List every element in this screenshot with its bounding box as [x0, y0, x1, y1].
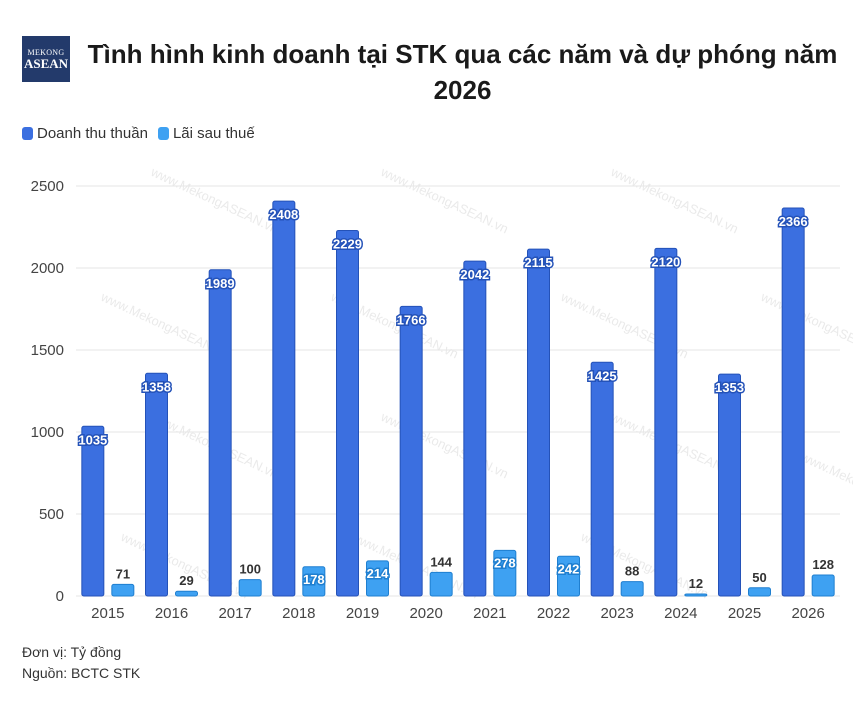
bar-revenue: [527, 248, 550, 597]
bar-revenue: [590, 361, 614, 597]
bar-profit: [620, 581, 644, 597]
data-label-profit: 71: [116, 566, 130, 581]
legend-item-profit: Lãi sau thuế: [157, 125, 255, 142]
data-label-revenue: 1353: [715, 380, 744, 395]
bar-revenue: [336, 229, 359, 597]
data-label-profit: 214: [367, 566, 389, 581]
bar-revenue: [463, 260, 487, 597]
data-label-profit: 88: [625, 564, 639, 579]
bar-revenue: [208, 269, 232, 597]
data-label-revenue: 1989: [206, 276, 235, 291]
data-label-profit: 12: [689, 576, 703, 591]
x-tick-label: 2025: [728, 605, 761, 622]
y-tick-label: 1000: [31, 424, 64, 441]
watermark-text: www.MekongASEAN.vn: [148, 164, 281, 237]
bar-revenue: [718, 373, 741, 597]
y-tick-label: 1500: [31, 342, 64, 359]
legend: Doanh thu thuần Lãi sau thuế: [22, 125, 255, 142]
x-tick-label: 2022: [537, 605, 570, 622]
y-tick-label: 2000: [31, 260, 64, 277]
data-label-profit: 50: [752, 570, 766, 585]
data-label-revenue: 2366: [779, 214, 808, 229]
legend-swatch-profit: [157, 127, 169, 140]
bar-profit: [175, 590, 198, 597]
data-label-revenue: 1425: [588, 368, 617, 383]
x-tick-label: 2017: [218, 605, 251, 622]
x-tick-label: 2018: [282, 605, 315, 622]
bar-profit: [429, 571, 453, 597]
bar-profit: [366, 560, 389, 597]
data-label-revenue: 2115: [524, 255, 552, 270]
bar-profit: [684, 593, 708, 597]
data-label-profit: 128: [812, 557, 834, 572]
watermark-text: www.MekongASEAN.vn: [378, 164, 511, 237]
watermark-text: www.MekongASEAN.vn: [608, 164, 741, 237]
x-tick-label: 2024: [664, 605, 697, 622]
data-label-revenue: 2120: [651, 254, 680, 269]
data-label-revenue: 2408: [269, 207, 298, 222]
footer: Đơn vị: Tỷ đồng Nguồn: BCTC STK: [22, 642, 140, 684]
x-tick-label: 2019: [346, 605, 379, 622]
bar-profit: [238, 579, 262, 597]
bar-revenue: [654, 247, 678, 597]
bar-revenue: [781, 207, 805, 597]
data-label-revenue: 2229: [333, 236, 362, 251]
bar-revenue: [81, 425, 105, 597]
bar-profit: [111, 583, 135, 597]
source-note: Nguồn: BCTC STK: [22, 665, 141, 681]
y-tick-label: 0: [56, 588, 64, 605]
data-label-profit: 278: [494, 555, 516, 570]
bar-revenue: [145, 372, 168, 597]
logo-line1: MEKONG: [27, 47, 65, 57]
bar-profit: [811, 574, 835, 597]
x-tick-label: 2021: [473, 605, 506, 622]
bar-revenue: [399, 305, 423, 597]
data-label-profit: 144: [430, 554, 452, 569]
data-label-revenue: 1766: [397, 312, 426, 327]
data-label-profit: 178: [303, 572, 325, 587]
watermark-text: www.MekongASEAN.vn: [798, 449, 853, 522]
y-tick-label: 2500: [31, 178, 64, 195]
legend-label-revenue: Doanh thu thuần: [37, 125, 148, 142]
bar-profit: [748, 587, 771, 597]
data-label-profit: 29: [179, 573, 193, 588]
data-label-revenue: 1035: [78, 432, 107, 447]
data-label-profit: 242: [558, 561, 580, 576]
legend-swatch-revenue: [22, 127, 33, 140]
mekong-asean-logo: MEKONG ASEAN: [22, 36, 70, 82]
data-label-revenue: 2042: [460, 267, 489, 282]
bar-profit: [302, 566, 326, 597]
unit-note: Đơn vị: Tỷ đồng: [22, 644, 122, 660]
bar-revenue: [272, 200, 296, 597]
data-label-profit: 100: [239, 562, 261, 577]
y-tick-label: 500: [39, 506, 64, 523]
x-tick-label: 2016: [155, 605, 188, 622]
legend-item-revenue: Doanh thu thuần: [22, 125, 148, 142]
chart-title: Tình hình kinh doanh tại STK qua các năm…: [87, 39, 838, 105]
x-tick-label: 2015: [91, 605, 124, 622]
bar-profit: [557, 555, 580, 597]
data-label-revenue: 1358: [142, 379, 171, 394]
logo-line2: ASEAN: [23, 55, 69, 71]
x-tick-label: 2023: [600, 605, 633, 622]
watermark-text: www.MekongASEAN.vn: [378, 409, 511, 482]
bar-profit: [493, 549, 517, 597]
legend-label-profit: Lãi sau thuế: [172, 125, 255, 142]
x-tick-label: 2026: [791, 605, 824, 622]
x-tick-label: 2020: [409, 605, 442, 622]
